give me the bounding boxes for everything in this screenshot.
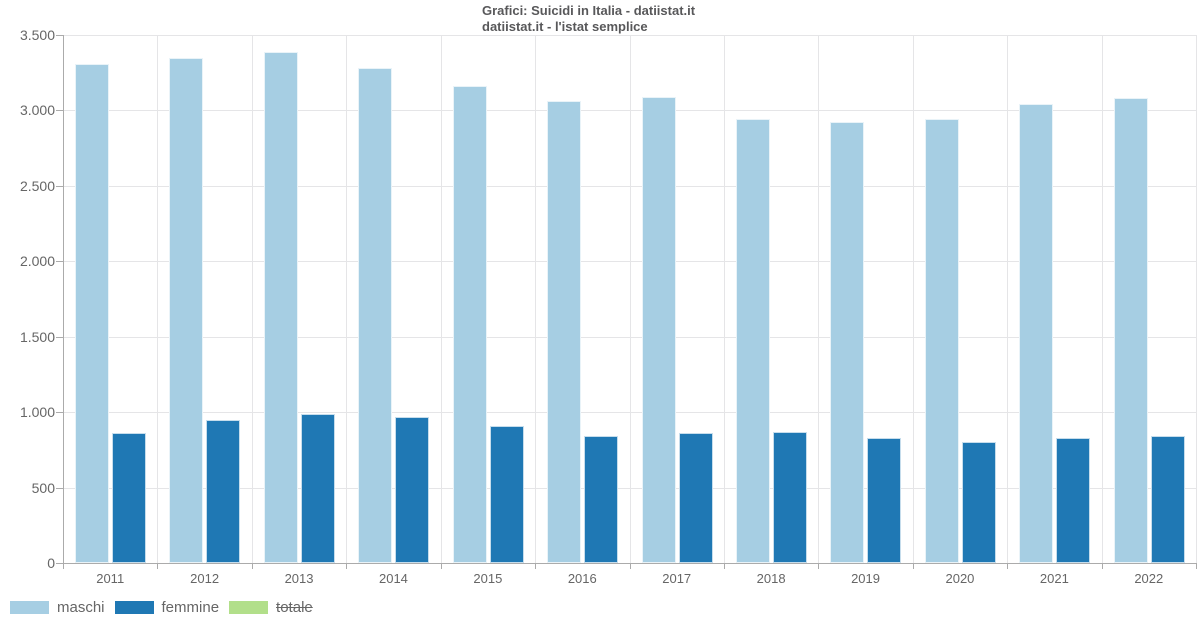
x-axis-label-2018: 2018 [756,571,786,586]
y-axis-label: 500 [31,479,55,496]
x-gridline [1101,35,1103,563]
x-gridline [1007,35,1009,563]
bar-femmine-2022[interactable] [1150,435,1185,563]
y-axis-tick [56,185,63,187]
x-axis-label-2020: 2020 [945,571,975,586]
bar-femmine-2018[interactable] [772,431,807,563]
bar-maschi-2020[interactable] [924,119,959,563]
x-axis-tick [629,563,631,569]
bar-maschi-2022[interactable] [1113,97,1148,563]
legend-item-femmine[interactable]: femmine [114,599,220,616]
x-axis-label-2016: 2016 [567,571,597,586]
legend-item-maschi[interactable]: maschi [10,599,105,616]
chart-subtitle: datiistat.it - l'istat semplice [482,19,648,34]
bar-maschi-2017[interactable] [641,96,676,563]
x-gridline [912,35,914,563]
x-axis-tick [251,563,253,569]
x-gridline [157,35,159,563]
y-axis-label: 3.500 [19,27,55,43]
bar-maschi-2021[interactable] [1019,104,1054,563]
x-axis-tick [1007,563,1009,569]
x-axis-label-2012: 2012 [190,571,220,586]
x-gridline [629,35,631,563]
legend-swatch-femmine [114,601,154,614]
bar-maschi-2012[interactable] [169,57,204,563]
x-axis-tick [440,563,442,569]
bar-femmine-2015[interactable] [489,426,524,563]
x-gridline [346,35,348,563]
x-axis-tick [63,563,64,569]
legend-label-maschi: maschi [57,599,105,616]
bar-femmine-2020[interactable] [961,442,996,563]
x-gridline [251,35,253,563]
legend-label-totale: totale [276,599,313,616]
bar-femmine-2016[interactable] [584,436,619,563]
y-axis-label: 1.500 [19,328,55,345]
y-axis-tick [56,487,63,489]
x-axis-label-2014: 2014 [378,571,408,586]
y-axis-line [63,35,64,568]
legend-item-totale[interactable]: totale [229,599,313,616]
y-axis-label: 2.000 [19,253,55,270]
bar-maschi-2014[interactable] [358,68,393,563]
y-axis-label: 2.500 [19,177,55,194]
legend-swatch-maschi [10,601,49,614]
y-axis-label: 1.000 [19,404,55,421]
bar-maschi-2015[interactable] [452,86,487,563]
plot-area: 0 500 1.000 1.500 2.000 2.500 3.000 3.500 2011 20… [19,27,1197,586]
y-axis-tick [56,35,63,36]
x-axis-label-2019: 2019 [851,571,880,586]
x-axis-tick [723,563,725,569]
x-gridline [535,35,537,563]
bar-maschi-2018[interactable] [735,119,770,563]
y-axis-tick [56,336,63,338]
x-axis-tick [535,563,537,569]
y-axis-label: 3.000 [19,102,55,119]
bar-maschi-2013[interactable] [263,51,298,563]
y-axis-tick [56,110,63,112]
x-axis-tick [346,563,348,569]
x-axis-label-2015: 2015 [473,571,503,586]
bar-maschi-2019[interactable] [830,121,865,563]
bar-maschi-2011[interactable] [75,63,109,563]
bar-femmine-2017[interactable] [678,432,713,563]
chart-title-block: Grafici: Suicidi in Italia - datiistat.i… [482,3,695,35]
x-axis-tick [818,563,820,569]
x-axis-label-2011: 2011 [96,571,125,586]
x-axis-label-2021: 2021 [1039,571,1069,586]
bar-femmine-2011[interactable] [112,432,146,563]
x-gridline [818,35,820,563]
legend-swatch-totale [229,601,269,614]
x-gridline [440,35,442,563]
x-axis-tick [1101,563,1103,569]
x-axis-tick [912,563,914,569]
bar-femmine-2019[interactable] [867,437,902,563]
y-axis-tick [56,261,63,263]
x-axis-label-2017: 2017 [662,571,692,586]
x-axis-label-2022: 2022 [1134,571,1164,586]
chart-title: Grafici: Suicidi in Italia - datiistat.i… [482,3,696,18]
bar-femmine-2012[interactable] [206,420,241,563]
x-axis-tick [1196,563,1197,569]
y-axis-tick [56,563,63,564]
x-gridline [1196,35,1197,563]
x-gridline [723,35,725,563]
bar-maschi-2016[interactable] [547,101,582,563]
bar-femmine-2021[interactable] [1056,437,1091,563]
legend: maschi femmine totale [10,599,323,616]
x-axis-tick [157,563,159,569]
y-axis-tick [56,412,63,414]
legend-label-femmine: femmine [161,599,220,616]
y-axis-label: 0 [47,555,55,571]
bar-femmine-2013[interactable] [300,414,335,563]
bar-femmine-2014[interactable] [395,417,430,563]
x-axis-label-2013: 2013 [284,571,314,586]
